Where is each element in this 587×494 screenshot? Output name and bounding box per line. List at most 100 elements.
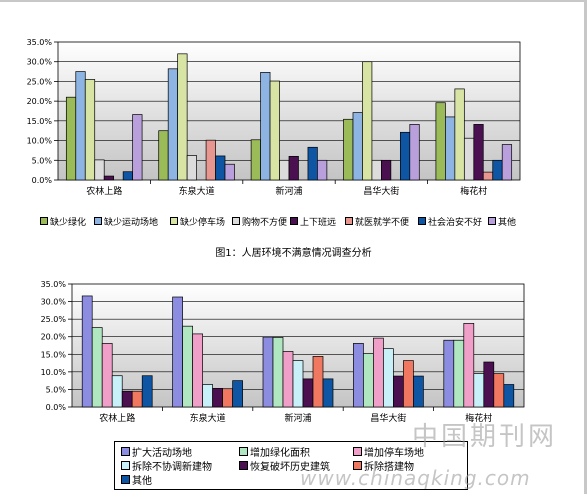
chart1-legend: 缺少绿化 缺少运动场地 缺少停车场 购物不方便 上下班远 就医就学不便 社会治安不好 其他 [40,215,580,229]
c1-bar [186,155,197,181]
c2-bar [463,323,475,408]
c1-bar [409,124,420,181]
c2-ytick-label: 20.0% [41,333,67,342]
c1-bar [492,159,503,181]
c2-ytick-label: 5.0% [46,385,67,394]
c2-category-label: 农林上路 [99,412,135,424]
c1-legend-label: 购物不方便 [242,218,288,228]
c1-legend-swatch [290,217,298,225]
c2-bar [443,339,455,408]
c1-bar [122,171,133,181]
c1-legend-swatch [40,217,48,225]
c2-bar [111,375,123,408]
c2-legend-label: 增加停车场地 [364,448,424,459]
c2-ytick-label: 15.0% [41,350,67,359]
c1-bar [177,53,188,181]
c1-ytick-label: 25.0% [27,77,53,86]
c2-bar [91,327,103,408]
c2-bar [272,337,284,408]
bar-chart-dissatisfaction: 0.0% 5.0% 10.0% 15.0% 20.0% 25.0% 30.0% 35.0% 农林… [27,38,521,197]
c2-ytick-label: 35.0% [41,280,67,289]
c1-legend-swatch [170,217,178,225]
c1-bar [454,88,465,181]
c2-bar [312,356,324,408]
c1-bar [399,131,411,181]
c2-bar [353,343,364,408]
c1-bar [103,175,115,181]
c1-bar [167,68,179,181]
c2-bar [483,361,495,408]
c2-bar [322,378,334,408]
c2-category-label: 梅花村 [465,412,492,424]
c1-bar [279,159,290,181]
c1-bar [215,155,226,181]
c1-bar [501,144,513,181]
c2-bar [373,337,384,408]
page-edge-right [584,0,587,494]
chart1-title: 图1：人居环境不满意情况调查分析 [215,248,372,259]
c2-legend-swatch [353,447,362,456]
c1-legend-swatch [345,217,353,225]
c2-bar [453,339,465,408]
c1-bar [94,159,105,181]
c1-bar [205,139,216,181]
c1-ytick-label: 30.0% [27,58,53,67]
c2-bar [121,390,133,408]
c1-bar [317,159,328,181]
c1-ytick-label: 35.0% [27,38,53,47]
c2-category-label: 东泉大道 [190,412,226,424]
c2-legend-swatch [121,461,130,470]
c1-bar [352,112,363,181]
c2-legend-label: 恢复破坏历史建筑 [250,462,330,473]
c2-legend-label: 其他 [132,476,152,487]
c1-bar [269,80,280,181]
c1-legend-swatch [418,217,426,225]
c1-bar [381,159,392,181]
watermark-url: www.chinaqking.com [300,466,531,490]
c1-legend-label: 缺少运动场地 [104,218,159,228]
c2-bar [262,336,274,408]
c2-legend-swatch [121,447,130,456]
c2-bar [141,375,153,408]
c2-bar [403,360,414,408]
c1-legend-label: 上下班远 [300,218,337,228]
c2-legend-swatch [353,461,362,470]
c2-bar [172,296,183,408]
c1-ytick-label: 5.0% [32,156,53,165]
c1-legend-label: 缺少绿化 [50,218,87,228]
c2-bar [363,353,374,408]
c1-bar [65,96,77,181]
c1-ytick-label: 10.0% [27,137,53,146]
c2-bar [473,373,485,408]
c2-bar [202,384,213,408]
c1-category-label: 新河浦 [275,185,302,197]
c1-bar [463,137,475,181]
c1-bar [362,61,373,181]
c1-legend-swatch [232,217,240,225]
c1-legend-swatch [488,217,496,225]
c2-bar [383,348,394,408]
c2-legend-swatch [121,475,130,484]
c2-ytick-label: 30.0% [41,298,67,307]
c1-bar [132,114,143,181]
c1-bar [371,159,382,181]
c2-bar [393,375,404,408]
c1-category-label: 昌华大街 [363,185,399,197]
c2-bar [413,375,424,408]
c1-bar [84,79,96,181]
c1-bar [158,130,169,181]
c1-legend-label: 就医就学不便 [355,218,410,228]
c1-category-label: 梅花村 [460,185,487,197]
page-edge-top [0,0,587,2]
c2-bar [493,373,505,408]
c1-legend-label: 缺少停车场 [180,218,226,228]
c2-legend-label: 拆除不协调新建物 [132,462,212,473]
c1-bar [250,139,261,181]
c2-bar [212,388,223,408]
c1-ytick-label: 20.0% [27,97,53,106]
c1-category-label: 农林上路 [86,185,122,197]
c1-bar [482,171,494,181]
c1-legend-label: 其他 [498,218,517,228]
c2-bar [292,360,304,408]
